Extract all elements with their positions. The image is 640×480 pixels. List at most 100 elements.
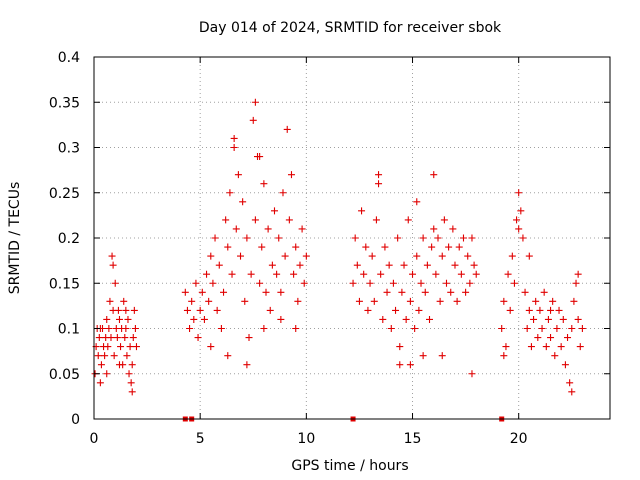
data-point	[213, 306, 221, 314]
x-tick-label: 0	[90, 431, 99, 447]
data-point	[438, 252, 446, 260]
data-point	[506, 306, 514, 314]
data-point	[217, 325, 225, 332]
data-point	[126, 343, 134, 351]
data-point	[281, 252, 289, 260]
x-tick-label: 20	[510, 431, 528, 447]
data-point	[442, 279, 450, 287]
y-tick-label: 0.3	[58, 141, 80, 157]
data-point	[547, 306, 555, 314]
data-point	[353, 261, 361, 269]
data-point	[515, 189, 523, 197]
data-point	[211, 234, 219, 242]
data-point	[368, 252, 376, 260]
data-point	[406, 361, 414, 369]
data-point	[196, 306, 204, 314]
data-point	[513, 216, 521, 224]
data-point	[241, 297, 249, 305]
data-point	[362, 243, 370, 251]
data-point	[294, 297, 302, 305]
data-point	[234, 171, 242, 179]
data-point	[127, 379, 135, 387]
data-point	[379, 315, 387, 323]
data-point	[413, 198, 421, 206]
data-point	[243, 361, 251, 369]
data-point	[578, 325, 586, 332]
data-point	[536, 306, 544, 314]
data-point	[453, 297, 461, 305]
data-point	[364, 306, 372, 314]
data-point	[113, 334, 121, 342]
data-point	[417, 279, 425, 287]
x-tick-label: 15	[404, 431, 422, 447]
data-point	[103, 315, 111, 323]
data-point	[462, 288, 470, 296]
data-point	[525, 306, 533, 314]
data-point	[447, 288, 455, 296]
data-point	[455, 243, 463, 251]
data-point	[256, 279, 264, 287]
data-point	[285, 216, 293, 224]
data-point	[404, 216, 412, 224]
data-point	[413, 252, 421, 260]
data-point	[389, 279, 397, 287]
data-point	[215, 261, 223, 269]
data-point	[538, 325, 546, 332]
data-point	[568, 325, 576, 332]
y-tick-label: 0.1	[58, 322, 80, 338]
data-point	[203, 270, 211, 278]
data-point	[97, 361, 105, 369]
data-point	[190, 315, 198, 323]
data-point	[111, 279, 119, 287]
data-point	[207, 343, 215, 351]
data-point	[449, 225, 457, 233]
data-point	[123, 352, 131, 360]
data-point	[232, 225, 240, 233]
data-point	[349, 279, 357, 287]
data-point	[95, 334, 103, 342]
data-point	[398, 288, 406, 296]
data-point	[96, 379, 104, 387]
data-point	[270, 207, 278, 215]
data-point	[559, 315, 567, 323]
data-point	[117, 343, 125, 351]
data-point	[283, 125, 291, 133]
data-point	[385, 261, 393, 269]
data-point	[205, 297, 213, 305]
data-point	[103, 370, 111, 378]
data-point	[568, 388, 576, 396]
data-point	[181, 288, 189, 296]
data-point	[131, 325, 139, 332]
data-point	[521, 288, 529, 296]
data-point	[387, 325, 395, 332]
data-point	[287, 171, 295, 179]
data-point	[392, 306, 400, 314]
data-point	[115, 315, 123, 323]
data-point	[466, 279, 474, 287]
data-point	[472, 270, 480, 278]
y-tick-label: 0.2	[58, 231, 80, 247]
x-tick-label: 5	[196, 431, 205, 447]
data-point	[222, 216, 230, 224]
data-point	[106, 297, 114, 305]
data-point	[266, 306, 274, 314]
data-point	[239, 198, 247, 206]
data-point	[381, 243, 389, 251]
data-point	[370, 297, 378, 305]
data-point	[438, 352, 446, 360]
data-point	[561, 361, 569, 369]
data-point	[372, 216, 380, 224]
data-point	[419, 352, 427, 360]
data-point	[129, 334, 137, 342]
data-point	[451, 261, 459, 269]
data-point	[510, 279, 518, 287]
data-point	[194, 334, 202, 342]
data-point	[290, 270, 298, 278]
data-point	[198, 288, 206, 296]
data-point	[224, 243, 232, 251]
data-point	[355, 297, 363, 305]
data-point	[436, 297, 444, 305]
data-point	[224, 352, 232, 360]
data-point	[296, 261, 304, 269]
